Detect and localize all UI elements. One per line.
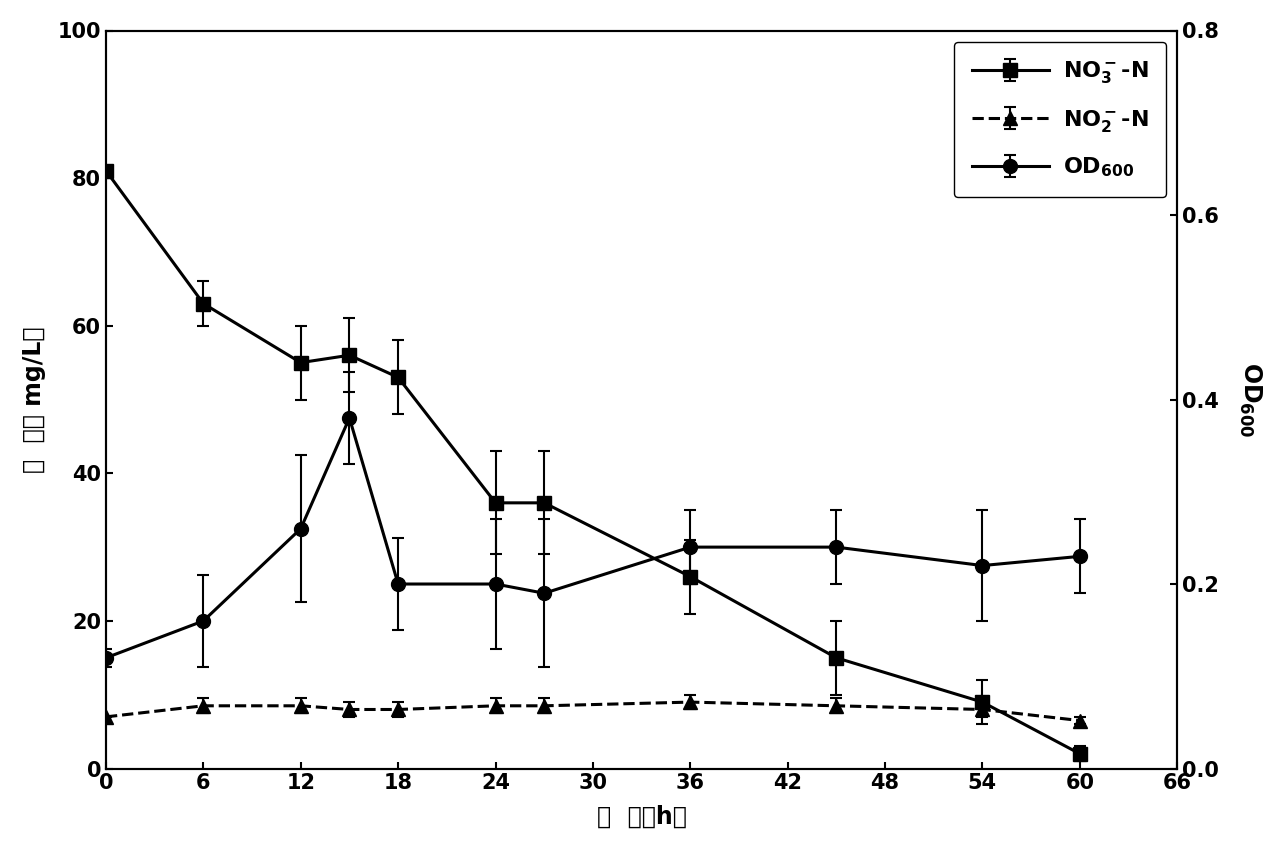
- X-axis label: 时  间（h）: 时 间（h）: [596, 804, 687, 829]
- Y-axis label: 浓  度（ mg/L）: 浓 度（ mg/L）: [23, 326, 46, 473]
- Y-axis label: OD$_{600}$: OD$_{600}$: [1237, 362, 1262, 437]
- Legend: NO$_3^-$-N, NO$_2^-$-N, OD$_{600}$: NO$_3^-$-N, NO$_2^-$-N, OD$_{600}$: [954, 42, 1166, 197]
